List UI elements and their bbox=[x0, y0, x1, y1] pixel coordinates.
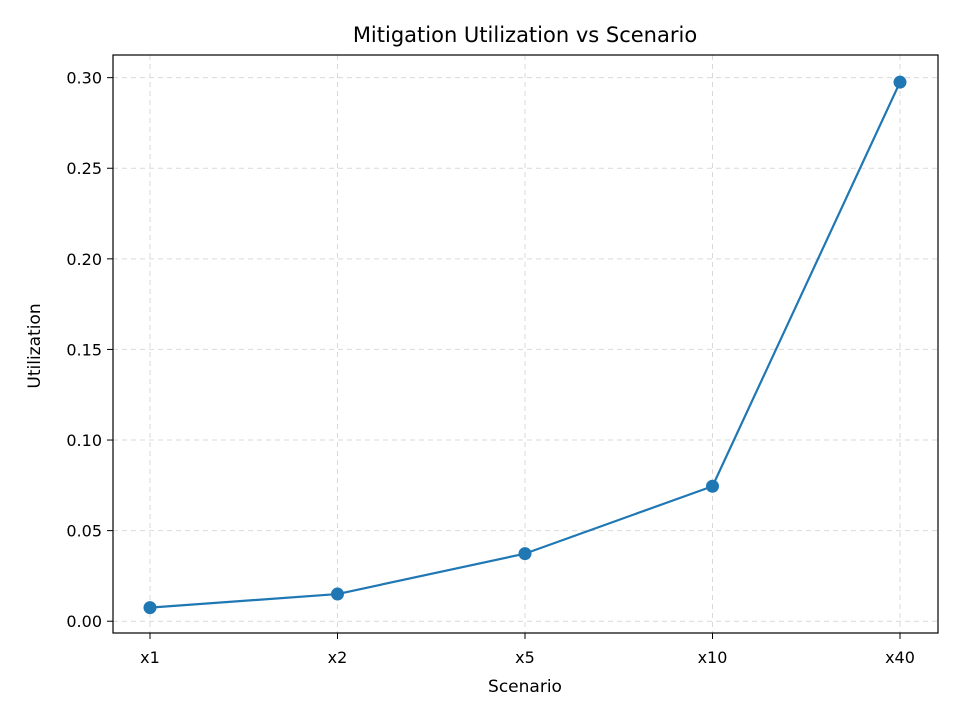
y-tick-label: 0.05 bbox=[66, 522, 102, 541]
data-point bbox=[893, 75, 907, 89]
x-tick-label: x5 bbox=[515, 648, 535, 667]
y-axis-label: Utilization bbox=[25, 303, 45, 388]
y-tick-label: 0.00 bbox=[66, 612, 102, 631]
y-axis-ticks: 0.00 0.05 0.10 0.15 0.20 0.25 0.30 bbox=[66, 69, 113, 631]
x-tick-label: x1 bbox=[140, 648, 160, 667]
data-point bbox=[143, 601, 157, 615]
data-point bbox=[331, 587, 344, 601]
y-tick-label: 0.15 bbox=[66, 340, 102, 359]
data-point bbox=[706, 479, 719, 493]
data-point bbox=[518, 547, 532, 561]
y-tick-label: 0.20 bbox=[66, 250, 102, 269]
x-axis-ticks: x1 x2 x5 x10 x40 bbox=[140, 633, 915, 667]
x-tick-label: x40 bbox=[885, 648, 915, 667]
y-tick-label: 0.25 bbox=[66, 159, 102, 178]
grid bbox=[113, 55, 938, 633]
y-tick-label: 0.30 bbox=[66, 69, 102, 88]
x-tick-label: x2 bbox=[328, 648, 348, 667]
x-tick-label: x10 bbox=[698, 648, 728, 667]
series-layer bbox=[143, 75, 907, 615]
chart-title: Mitigation Utilization vs Scenario bbox=[353, 23, 697, 47]
y-tick-label: 0.10 bbox=[66, 431, 102, 450]
x-axis-label: Scenario bbox=[488, 677, 562, 697]
